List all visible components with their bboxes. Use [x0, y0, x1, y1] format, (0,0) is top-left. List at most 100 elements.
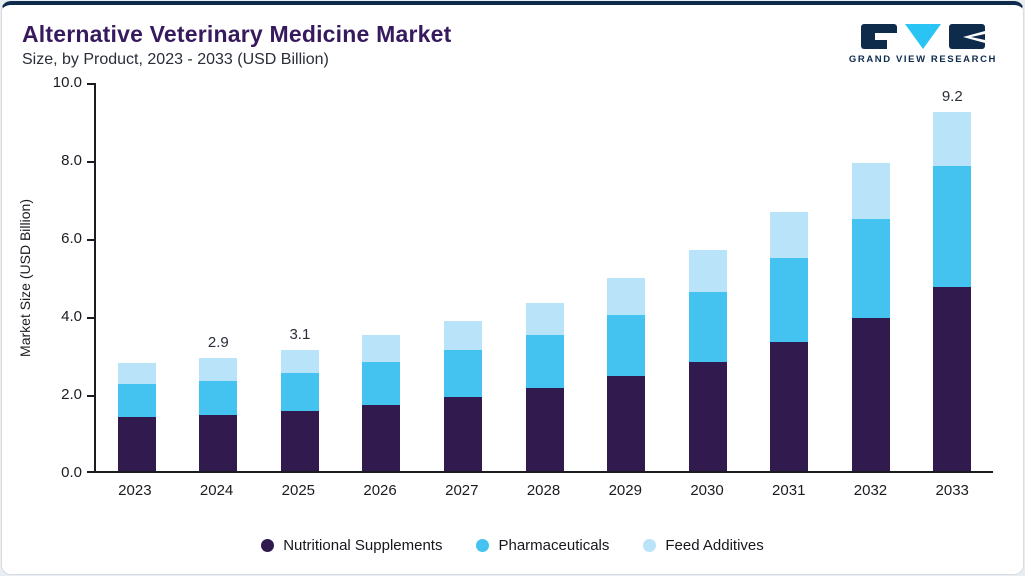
bar-segment — [525, 303, 564, 336]
bar-segment — [851, 219, 890, 318]
bar-segment — [770, 211, 809, 259]
legend-item: Pharmaceuticals — [476, 537, 609, 554]
bar-stack — [688, 249, 727, 471]
bar-2025: 3.1 — [259, 83, 341, 471]
bar-segment — [688, 361, 727, 471]
y-tick-label: 8.0 — [61, 152, 82, 169]
bar-2028 — [504, 83, 586, 471]
brand-name: GRAND VIEW RESEARCH — [848, 54, 997, 65]
y-tick-mark — [87, 161, 94, 163]
bar-segment — [933, 286, 972, 471]
legend-label: Feed Additives — [665, 537, 764, 554]
bar-segment — [443, 349, 482, 397]
bar-segment — [851, 162, 890, 220]
bar-segment — [199, 380, 238, 415]
bar-segment — [770, 341, 809, 471]
bar-stack — [851, 162, 890, 471]
y-tick-mark — [87, 83, 94, 85]
bar-2023 — [96, 83, 178, 471]
bar-stack — [280, 350, 319, 471]
y-axis: 10.0 8.0 6.0 4.0 2.0 0.0 — [38, 74, 94, 481]
bar-2032 — [830, 83, 912, 471]
legend-dot — [261, 539, 275, 552]
y-tick-label: 4.0 — [61, 308, 82, 325]
legend-item: Feed Additives — [643, 537, 764, 554]
bar-segment — [362, 404, 401, 471]
brand-logo-icon — [860, 24, 985, 50]
x-tick-label: 2030 — [690, 482, 724, 499]
legend-item: Nutritional Supplements — [261, 537, 442, 554]
legend-label: Pharmaceuticals — [498, 537, 610, 554]
bar-segment — [443, 320, 482, 350]
bar-segment — [280, 350, 319, 374]
bar-segment — [117, 417, 156, 471]
bar-segment — [525, 335, 564, 389]
bar-2029 — [585, 83, 667, 471]
bar-segment — [607, 375, 646, 471]
legend-dot — [476, 539, 490, 552]
bar-segment — [443, 396, 482, 471]
y-tick-label: 10.0 — [52, 74, 82, 91]
brand-logo: GRAND VIEW RESEARCH — [849, 21, 997, 65]
bar-segment — [117, 362, 156, 385]
bar-stack — [362, 334, 401, 471]
y-axis-title-column: Market Size (USD Billion) — [12, 83, 38, 473]
x-tick-label: 2025 — [281, 482, 316, 499]
bar-stack — [933, 112, 972, 471]
x-tick-label: 2029 — [608, 482, 642, 499]
bar-segment — [280, 373, 319, 411]
legend-dot — [643, 539, 657, 552]
bar-stack — [770, 211, 809, 471]
y-tick-label: 2.0 — [61, 386, 82, 403]
x-axis: 2023 2024 2025 2026 2027 2028 2029 2030 2031 2032… — [94, 473, 993, 499]
bar-segment — [688, 249, 727, 292]
y-tick-label: 6.0 — [61, 230, 82, 247]
bar-segment — [199, 414, 238, 471]
x-tick-label: 2028 — [526, 482, 561, 499]
bar-stack — [199, 358, 238, 471]
x-tick-label: 2031 — [772, 482, 806, 499]
x-tick-label: 2033 — [935, 482, 969, 499]
bar-segment — [688, 291, 727, 362]
legend: Nutritional Supplements Pharmaceuticals Fe… — [2, 537, 1023, 554]
bar-stack — [117, 362, 156, 471]
x-tick-label: 2032 — [853, 482, 888, 499]
bar-2024: 2.9 — [178, 83, 260, 471]
y-tick-mark — [87, 317, 94, 319]
legend-label: Nutritional Supplements — [283, 537, 443, 554]
y-tick-mark — [87, 239, 94, 241]
bar-segment — [851, 317, 890, 471]
bar-segment — [933, 112, 972, 167]
x-tick-label: 2023 — [118, 482, 152, 499]
plot-column: 2.9 3.1 9.2 2023 2024 2025 2026 2027 2028 2029 20… — [94, 83, 993, 535]
bar-2027 — [422, 83, 504, 471]
plot-area: 2.9 3.1 9.2 — [94, 83, 993, 473]
x-tick-label: 2024 — [199, 482, 234, 499]
bar-stack — [607, 277, 646, 471]
chart-header: Alternative Veterinary Medicine Market S… — [2, 5, 1023, 69]
page-subtitle: Size, by Product, 2023 - 2033 (USD Billi… — [22, 51, 329, 68]
bar-2030 — [667, 83, 749, 471]
y-axis-title: Market Size (USD Billion) — [17, 199, 33, 357]
title-block: Alternative Veterinary Medicine Market S… — [22, 21, 451, 69]
bar-segment — [199, 358, 238, 381]
bar-stack — [525, 303, 564, 471]
bar-2031 — [748, 83, 830, 471]
x-tick-label: 2027 — [445, 482, 479, 499]
bar-segment — [117, 384, 156, 418]
bar-value-label: 9.2 — [941, 88, 963, 106]
bar-segment — [280, 410, 319, 471]
bar-segment — [525, 388, 564, 471]
bar-segment — [362, 361, 401, 405]
bar-value-label: 2.9 — [207, 333, 229, 351]
bar-2026 — [341, 83, 423, 471]
y-tick-label: 0.0 — [61, 464, 82, 481]
y-tick-mark — [87, 471, 94, 473]
bar-segment — [362, 334, 401, 362]
bar-2033: 9.2 — [911, 83, 993, 471]
bar-stack — [443, 320, 482, 471]
page-title: Alternative Veterinary Medicine Market — [22, 21, 452, 47]
bar-segment — [607, 277, 646, 315]
chart-area: Market Size (USD Billion) 10.0 8.0 6.0 4.0 2… — [12, 74, 993, 535]
